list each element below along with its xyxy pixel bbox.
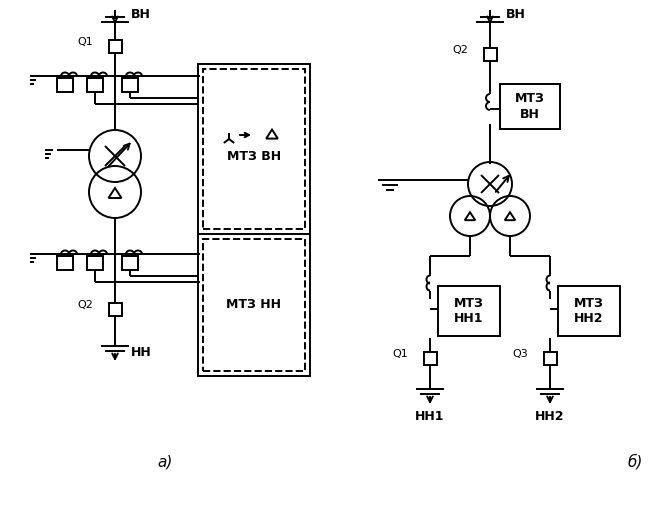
Bar xyxy=(438,286,500,336)
Text: МТЗ НН: МТЗ НН xyxy=(226,299,282,311)
Bar xyxy=(109,302,122,315)
Bar xyxy=(544,352,557,365)
Bar xyxy=(57,256,73,270)
Text: МТЗ
НН2: МТЗ НН2 xyxy=(574,297,604,325)
Bar xyxy=(203,239,305,371)
Text: Q2: Q2 xyxy=(77,300,93,310)
Bar xyxy=(122,78,138,92)
Text: МТЗ
НН1: МТЗ НН1 xyxy=(454,297,484,325)
Text: НН: НН xyxy=(131,345,152,358)
Bar xyxy=(109,39,122,52)
Text: а): а) xyxy=(157,454,172,470)
Text: Q3: Q3 xyxy=(512,349,528,359)
Bar xyxy=(57,78,73,92)
Bar xyxy=(558,286,620,336)
Bar xyxy=(87,256,103,270)
Bar xyxy=(500,84,560,129)
Text: ВН: ВН xyxy=(506,8,526,21)
Text: МТЗ ВН: МТЗ ВН xyxy=(227,150,281,163)
Bar xyxy=(484,48,497,60)
Bar xyxy=(203,69,305,229)
Text: Q1: Q1 xyxy=(392,349,408,359)
Text: ВН: ВН xyxy=(131,8,151,21)
Text: НН2: НН2 xyxy=(535,409,565,422)
Text: Q2: Q2 xyxy=(452,45,468,55)
Text: МТЗ
ВН: МТЗ ВН xyxy=(515,93,545,121)
Bar xyxy=(122,256,138,270)
Text: НН1: НН1 xyxy=(415,409,445,422)
Bar xyxy=(87,78,103,92)
Text: б): б) xyxy=(627,454,643,470)
Text: Q1: Q1 xyxy=(77,37,93,47)
Bar xyxy=(424,352,436,365)
Bar xyxy=(198,64,310,376)
